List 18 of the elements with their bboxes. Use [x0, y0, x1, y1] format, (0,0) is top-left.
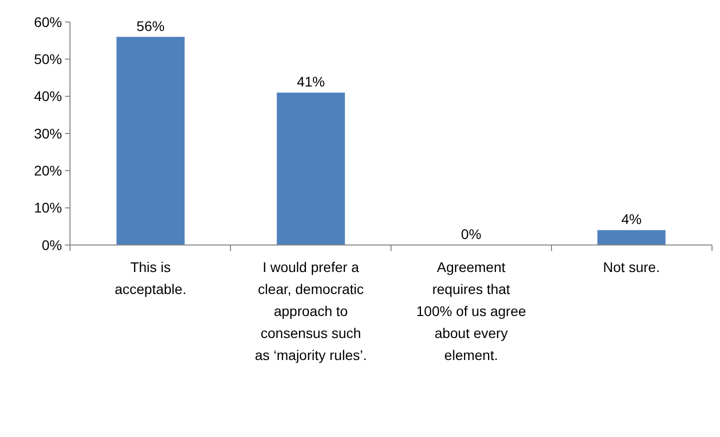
y-tick-label: 10%: [34, 200, 62, 216]
x-tick-label: Agreement requires that 100% of us agree about every element.: [416, 259, 526, 363]
y-tick-label: 20%: [34, 162, 62, 179]
data-label: 0%: [461, 226, 482, 242]
y-tick-label: 50%: [34, 51, 62, 68]
bar: [597, 230, 666, 245]
y-tick-label: 0%: [42, 236, 62, 253]
x-tick-label: This is acceptable.: [114, 259, 186, 297]
data-label: 41%: [296, 74, 325, 90]
data-label: 56%: [136, 18, 165, 34]
bar: [116, 36, 185, 245]
data-label: 4%: [621, 211, 642, 228]
x-tick-label: Not sure.: [603, 259, 660, 275]
y-tick-label: 40%: [34, 88, 62, 104]
y-tick-label: 30%: [34, 125, 62, 142]
y-tick-label: 60%: [34, 14, 62, 30]
bar: [276, 92, 345, 245]
x-tick-label: I would prefer a clear, democratic approach to consensus such as ‘majority rules’.: [254, 259, 367, 363]
